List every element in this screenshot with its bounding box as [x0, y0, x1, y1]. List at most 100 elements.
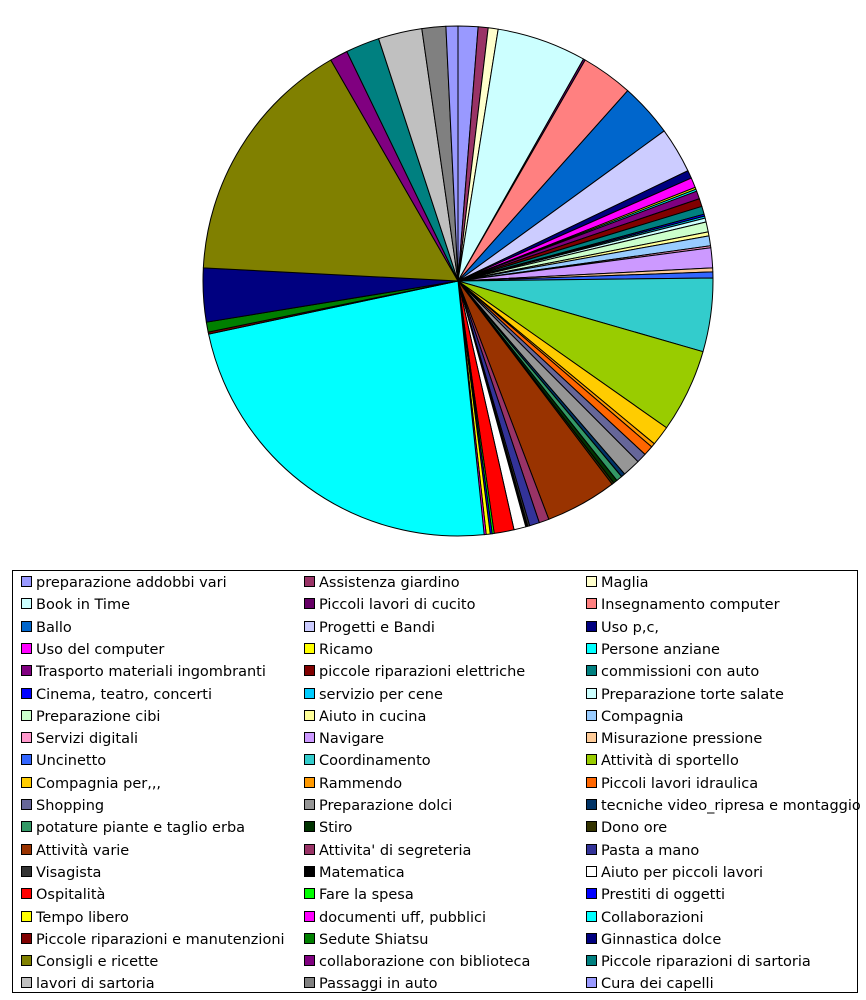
legend-label: lavori di sartoria — [36, 976, 155, 993]
legend-swatch — [586, 821, 597, 833]
legend-swatch — [304, 732, 315, 744]
legend-swatch — [304, 776, 315, 788]
legend-swatch — [586, 687, 597, 699]
legend-swatch — [21, 932, 32, 944]
legend-item: Ballo — [21, 618, 72, 638]
legend-label: Ricamo — [319, 641, 373, 658]
legend-item: Navigare — [304, 729, 384, 749]
legend-swatch — [21, 799, 32, 810]
legend-item: lavori di sartoria — [21, 974, 155, 994]
legend-swatch — [304, 620, 315, 632]
legend-label: Preparazione dolci — [319, 798, 453, 814]
legend-swatch — [304, 843, 315, 855]
legend-item: Insegnamento computer — [586, 595, 780, 615]
legend-item: collaborazione con biblioteca — [304, 952, 530, 972]
legend-item: Trasporto materiali ingombranti — [21, 662, 266, 682]
legend-label: preparazione addobbi vari — [36, 575, 227, 591]
legend-label: collaborazione con biblioteca — [319, 954, 531, 971]
legend-item: Ospitalità — [21, 885, 105, 905]
legend-label: Shopping — [36, 798, 105, 814]
legend-swatch — [21, 576, 32, 587]
legend-item: potature piante e taglio erba — [21, 818, 245, 838]
legend-item: Ricamo — [304, 640, 373, 660]
legend-label: Preparazione cibi — [36, 708, 161, 725]
legend-label: Compagnia per,,, — [36, 775, 162, 792]
legend-item: Servizi digitali — [21, 729, 138, 749]
legend-swatch — [21, 910, 32, 922]
legend-item: Maglia — [586, 573, 649, 593]
legend-swatch — [21, 732, 32, 744]
legend-item: Uncinetto — [21, 751, 106, 771]
legend-swatch — [21, 977, 32, 989]
legend-swatch — [304, 799, 315, 810]
legend-swatch — [304, 821, 315, 833]
legend-label: Servizi digitali — [36, 731, 139, 748]
legend-swatch — [21, 865, 32, 877]
legend-swatch — [586, 888, 597, 900]
legend-item: Collaborazioni — [586, 908, 704, 928]
legend-swatch — [21, 642, 32, 654]
legend-label: Ospitalità — [36, 887, 106, 904]
legend-swatch — [304, 598, 315, 610]
legend-label: Passaggi in auto — [319, 976, 438, 993]
legend-swatch — [586, 754, 597, 766]
legend-swatch — [21, 754, 32, 766]
legend-item: Compagnia — [586, 707, 684, 727]
legend-item: Fare la spesa — [304, 885, 414, 905]
legend-label: Navigare — [319, 731, 384, 748]
legend-label: Cura dei capelli — [601, 976, 714, 993]
legend-swatch — [304, 910, 315, 922]
legend-label: servizio per cene — [319, 686, 443, 703]
legend-label: Progetti e Bandi — [319, 619, 435, 636]
legend-label: Compagnia — [601, 708, 684, 725]
legend-swatch — [21, 776, 32, 788]
legend-item: Matematica — [304, 863, 405, 883]
legend-label: piccole riparazioni elettriche — [319, 664, 526, 681]
legend-item: Preparazione cibi — [21, 707, 160, 727]
legend-swatch — [21, 687, 32, 699]
legend-swatch — [21, 955, 32, 967]
legend-item: Preparazione torte salate — [586, 685, 784, 705]
legend-item: Visagista — [21, 863, 101, 883]
legend-swatch — [586, 865, 597, 877]
legend-item: Ginnastica dolce — [586, 930, 721, 950]
pie-slice-56 — [445, 25, 459, 282]
legend-item: piccole riparazioni elettriche — [304, 662, 525, 682]
legend-item: Aiuto in cucina — [304, 707, 426, 727]
legend-label: Piccole riparazioni di sartoria — [601, 954, 811, 971]
legend-label: Uso del computer — [36, 641, 165, 658]
legend-swatch — [21, 821, 32, 833]
legend-label: Book in Time — [36, 597, 131, 614]
legend-label: Matematica — [319, 864, 405, 881]
legend-label: Aiuto in cucina — [319, 708, 427, 725]
legend-swatch — [586, 955, 597, 967]
legend-label: documenti uff, pubblici — [319, 909, 487, 926]
legend-label: Cinema, teatro, concerti — [36, 686, 213, 703]
legend-item: Misurazione pressione — [586, 729, 762, 749]
legend-item: Stiro — [304, 818, 352, 838]
legend-label: tecniche video_ripresa e montaggio — [601, 798, 861, 814]
legend-label: Consigli e ricette — [36, 954, 159, 971]
legend-item: Progetti e Bandi — [304, 618, 435, 638]
legend-label: Piccoli lavori di cucito — [319, 597, 476, 614]
legend-swatch — [304, 932, 315, 944]
legend-item: commissioni con auto — [586, 662, 759, 682]
legend-label: Visagista — [36, 864, 102, 881]
legend-item: Shopping — [21, 796, 104, 816]
legend-label: Uncinetto — [36, 753, 107, 770]
legend-swatch — [586, 932, 597, 944]
legend-swatch — [21, 620, 32, 632]
legend-swatch — [586, 910, 597, 922]
legend-label: Prestiti di oggetti — [601, 887, 726, 904]
legend-item: Attività varie — [21, 841, 129, 861]
pie-slices — [202, 25, 714, 537]
legend-label: Persone anziane — [601, 641, 720, 658]
legend-swatch — [304, 687, 315, 699]
legend-label: Attività di sportello — [601, 753, 739, 770]
legend-swatch — [304, 754, 315, 766]
legend-item: Rammendo — [304, 774, 402, 794]
legend-swatch — [21, 888, 32, 900]
legend-swatch — [304, 888, 315, 900]
legend-swatch — [586, 709, 597, 721]
legend-label: potature piante e taglio erba — [36, 820, 246, 837]
